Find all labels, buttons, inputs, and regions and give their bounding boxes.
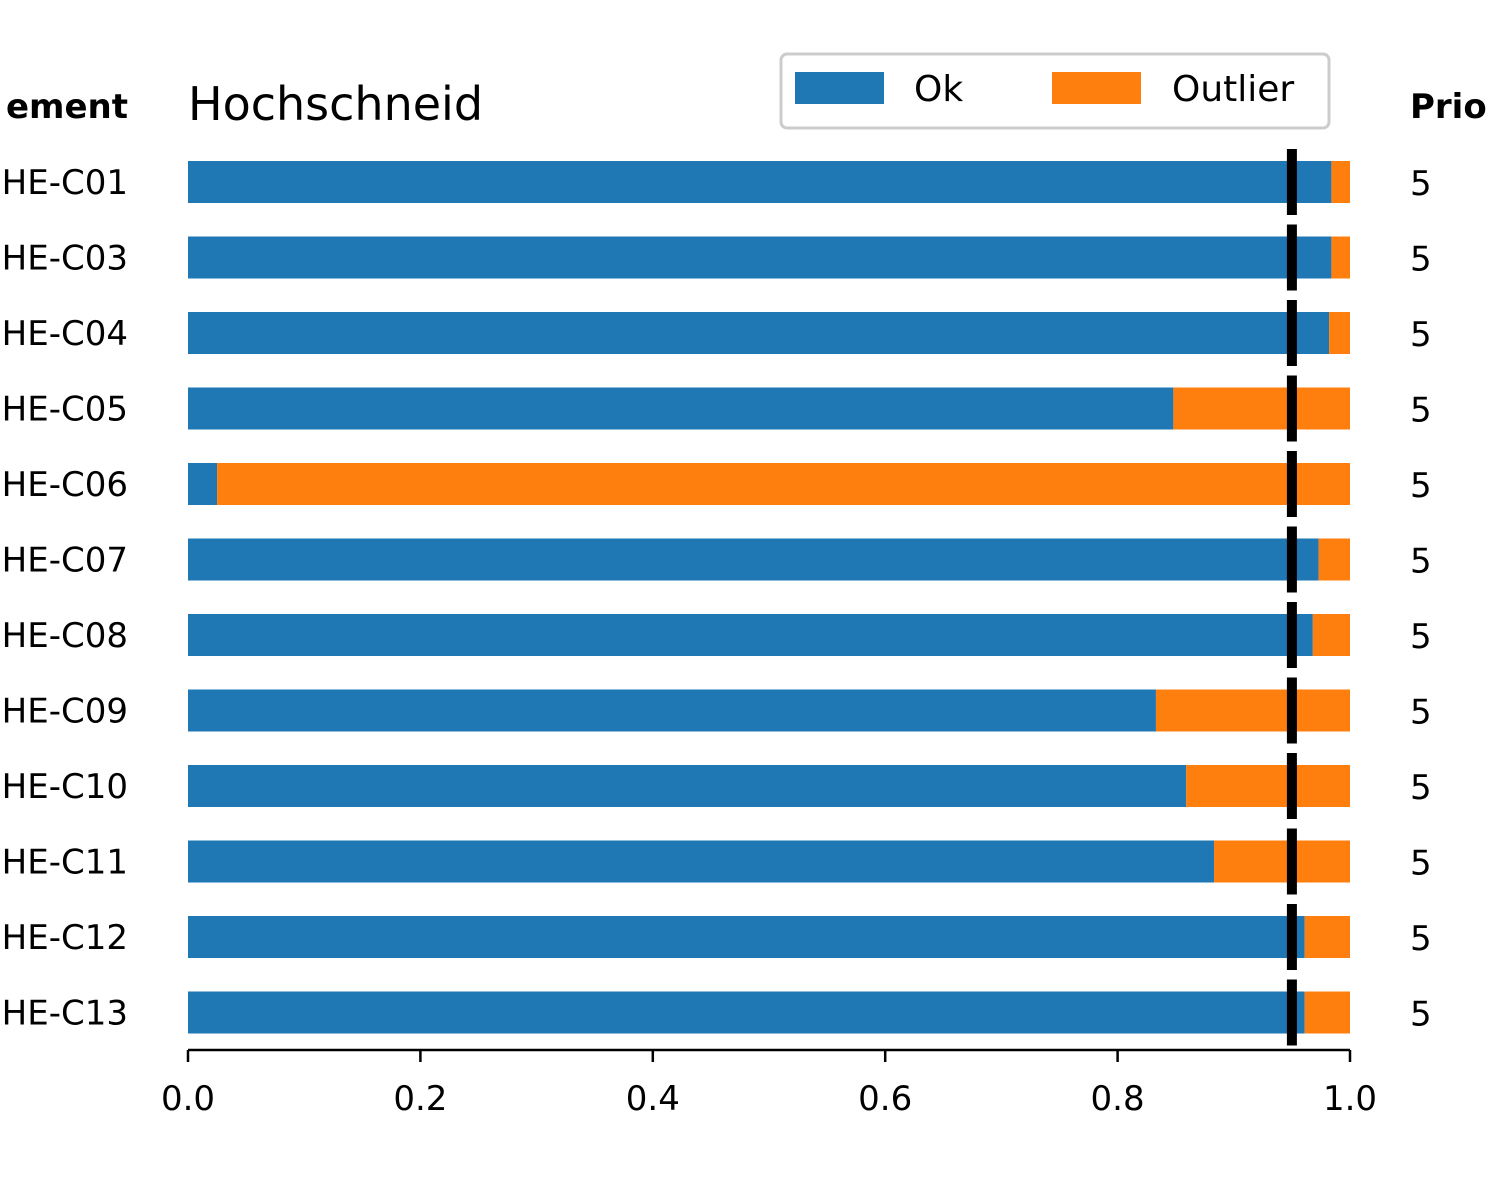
- priority-label: 5: [1410, 542, 1432, 582]
- category-label: HE-C12: [2, 918, 128, 958]
- bar-ok-he-c10: [188, 765, 1187, 807]
- bar-outlier-he-c04: [1329, 312, 1350, 354]
- legend: Ok Outlier: [779, 52, 1331, 130]
- priority-label: 5: [1410, 164, 1432, 204]
- category-label: HE-C05: [2, 390, 128, 430]
- bar-outlier-he-c08: [1312, 614, 1350, 656]
- priority-labels: 5 5 5 5 5 5 5 5 5 5 5 5: [1410, 164, 1432, 1035]
- category-label: HE-C06: [2, 465, 128, 505]
- x-tick-label: 0.8: [1091, 1079, 1145, 1119]
- bar-outlier-he-c05: [1173, 387, 1350, 430]
- legend-swatch-outlier: [1052, 72, 1141, 104]
- category-label: HE-C03: [2, 239, 128, 279]
- priority-label: 5: [1410, 995, 1432, 1035]
- bar-outlier-he-c03: [1331, 236, 1350, 279]
- category-label: HE-C01: [2, 163, 128, 203]
- bar-ok-he-c06: [188, 463, 218, 505]
- left-column-header: ement: [6, 87, 128, 127]
- bar-ok-he-c01: [188, 161, 1332, 203]
- x-axis: 0.0 0.2 0.4 0.6 0.8 1.0: [161, 1048, 1377, 1119]
- priority-label: 5: [1410, 693, 1432, 733]
- bar-outlier-he-c09: [1155, 689, 1350, 732]
- bar-outlier-he-c11: [1214, 840, 1350, 883]
- right-column-header: Prio: [1410, 87, 1487, 127]
- category-label: HE-C04: [2, 314, 128, 354]
- bar-ok-he-c09: [188, 689, 1156, 732]
- bar-ok-he-c05: [188, 387, 1174, 430]
- bar-ok-he-c11: [188, 840, 1215, 883]
- priority-label: 5: [1410, 768, 1432, 808]
- priority-label: 5: [1410, 617, 1432, 657]
- bar-outlier-he-c13: [1304, 991, 1350, 1034]
- bar-outlier-he-c06: [217, 463, 1350, 505]
- bar-outlier-he-c10: [1186, 765, 1350, 807]
- bar-outlier-he-c12: [1304, 916, 1350, 958]
- legend-label-ok: Ok: [914, 69, 963, 110]
- category-label: HE-C08: [2, 616, 128, 656]
- priority-label: 5: [1410, 919, 1432, 959]
- x-tick-label: 0.6: [858, 1079, 912, 1119]
- category-label: HE-C10: [2, 767, 128, 807]
- chart-title: Hochschneid: [188, 77, 483, 131]
- bar-ok-he-c03: [188, 236, 1332, 279]
- legend-swatch-ok: [795, 72, 884, 104]
- x-tick-label: 0.2: [393, 1079, 447, 1119]
- category-label: HE-C13: [2, 994, 128, 1034]
- bars-group: [188, 161, 1350, 1034]
- priority-label: 5: [1410, 844, 1432, 884]
- priority-label: 5: [1410, 240, 1432, 280]
- bar-ok-he-c07: [188, 538, 1319, 581]
- x-tick-label: 1.0: [1323, 1079, 1377, 1119]
- category-label: HE-C09: [2, 692, 128, 732]
- legend-label-outlier: Outlier: [1172, 69, 1294, 110]
- priority-label: 5: [1410, 315, 1432, 355]
- priority-label: 5: [1410, 466, 1432, 506]
- x-tick-label: 0.4: [626, 1079, 680, 1119]
- category-label: HE-C11: [2, 843, 128, 883]
- bar-outlier-he-c01: [1331, 161, 1350, 203]
- bar-ok-he-c13: [188, 991, 1305, 1034]
- bar-ok-he-c12: [188, 916, 1305, 958]
- x-tick-label: 0.0: [161, 1079, 215, 1119]
- bar-outlier-he-c07: [1318, 538, 1350, 581]
- category-labels: HE-C01 HE-C03 HE-C04 HE-C05 HE-C06 HE-C07 HE-C…: [2, 163, 128, 1034]
- category-label: HE-C07: [2, 541, 128, 581]
- bar-ok-he-c04: [188, 312, 1330, 354]
- bar-ok-he-c08: [188, 614, 1313, 656]
- priority-label: 5: [1410, 391, 1432, 431]
